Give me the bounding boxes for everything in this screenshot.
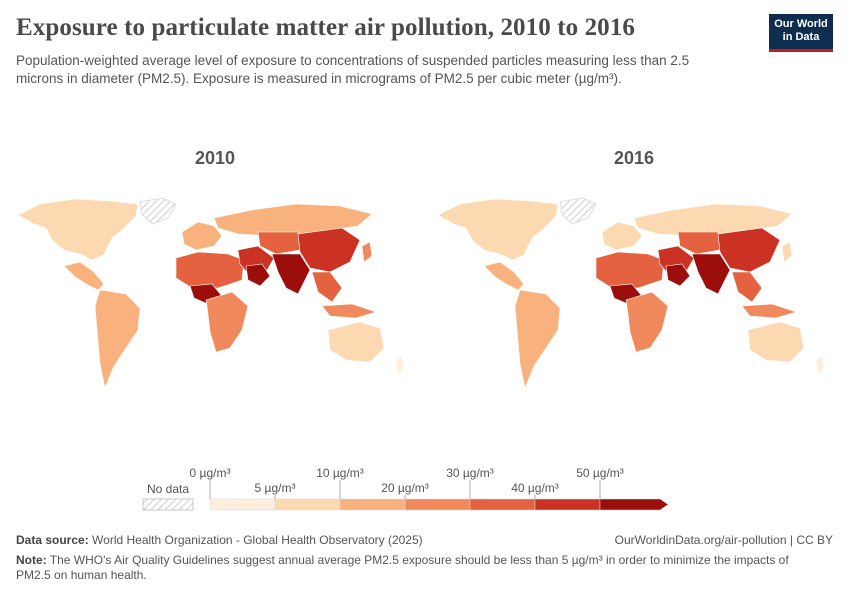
russia[interactable]: [633, 203, 793, 237]
south-asia[interactable]: [271, 253, 311, 295]
south-america[interactable]: [514, 289, 561, 390]
legend-bin[interactable]: [599, 498, 669, 511]
legend-tick-label: 10 µg/m³: [316, 466, 364, 480]
north-africa[interactable]: [595, 251, 665, 289]
source-url[interactable]: OurWorldinData.org/air-pollution | CC BY: [614, 533, 833, 547]
indonesia[interactable]: [741, 303, 797, 319]
southeast-asia[interactable]: [731, 271, 763, 303]
no-data-label: No data: [147, 482, 189, 496]
europe[interactable]: [181, 221, 223, 251]
legend-tick-label: 30 µg/m³: [446, 466, 494, 480]
japan[interactable]: [781, 241, 793, 263]
color-legend: No data 0 µg/m³ 5 µg/m³ 10 µg/m³ 20 µg/m³ 30…: [142, 466, 669, 511]
indonesia[interactable]: [321, 303, 377, 319]
new-zealand[interactable]: [815, 355, 825, 375]
map-year-label: 2010: [194, 148, 236, 168]
legend-bin[interactable]: [404, 498, 471, 511]
world-map-2010[interactable]: [17, 197, 405, 390]
arabian-peninsula[interactable]: [245, 263, 271, 287]
greenland: [559, 197, 597, 225]
central-asia[interactable]: [677, 231, 721, 255]
north-america[interactable]: [437, 198, 559, 261]
chart-subtitle: Population-weighted average level of exp…: [16, 53, 690, 86]
note-label: Note:: [16, 553, 47, 567]
legend-tick-label: 40 µg/m³: [511, 481, 559, 495]
world-maps: [17, 197, 825, 390]
legend-bin[interactable]: [339, 498, 406, 511]
legend-ticks: 0 µg/m³ 5 µg/m³ 10 µg/m³ 20 µg/m³ 30 µg/m³ 40…: [190, 466, 624, 499]
legend-tick-label: 50 µg/m³: [576, 466, 624, 480]
china[interactable]: [717, 227, 781, 273]
sub-saharan-africa[interactable]: [205, 291, 249, 353]
logo-line-2: in Data: [782, 30, 820, 43]
australia[interactable]: [327, 321, 385, 363]
legend-bin[interactable]: [209, 498, 276, 511]
north-africa[interactable]: [175, 251, 245, 289]
no-data-swatch: [142, 498, 194, 511]
sub-saharan-africa[interactable]: [625, 291, 669, 353]
legend-tick-label: 0 µg/m³: [190, 466, 231, 480]
source-label: Data source:: [16, 533, 89, 547]
south-asia[interactable]: [691, 253, 731, 295]
europe[interactable]: [601, 221, 643, 251]
world-map-2016[interactable]: [437, 197, 825, 390]
north-america[interactable]: [17, 198, 139, 261]
southeast-asia[interactable]: [311, 271, 343, 303]
owid-logo[interactable]: Our World in Data: [769, 14, 833, 52]
russia[interactable]: [213, 203, 373, 237]
map-year-label: 2016: [613, 148, 655, 168]
legend-bins: [209, 498, 669, 511]
japan[interactable]: [361, 241, 373, 263]
data-source: Data source: World Health Organization -…: [16, 533, 423, 547]
central-america[interactable]: [483, 261, 525, 291]
legend-tick-label: 20 µg/m³: [381, 481, 429, 495]
logo-line-1: Our World: [774, 18, 828, 30]
central-asia[interactable]: [257, 231, 301, 255]
chart-title: Exposure to particulate matter air pollu…: [16, 14, 635, 41]
south-america[interactable]: [94, 289, 141, 390]
central-america[interactable]: [63, 261, 105, 291]
note-text: The WHO's Air Quality Guidelines suggest…: [16, 553, 789, 582]
australia[interactable]: [747, 321, 805, 363]
new-zealand[interactable]: [395, 355, 405, 375]
legend-tick-label: 5 µg/m³: [255, 481, 296, 495]
arabian-peninsula[interactable]: [665, 263, 691, 287]
source-text: World Health Organization - Global Healt…: [92, 533, 423, 547]
china[interactable]: [297, 227, 361, 273]
footnote: Note: The WHO's Air Quality Guidelines s…: [16, 553, 806, 583]
legend-bin[interactable]: [469, 498, 536, 511]
legend-bin[interactable]: [534, 498, 601, 511]
greenland: [139, 197, 177, 225]
legend-bin[interactable]: [274, 498, 341, 511]
